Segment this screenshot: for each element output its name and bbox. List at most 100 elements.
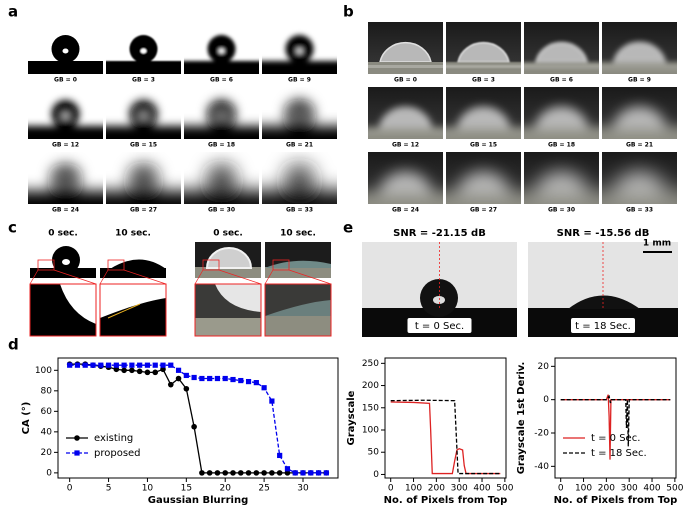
- droplet-image: [446, 87, 521, 139]
- zoom-droplet: [265, 300, 331, 316]
- droplet-highlight: [140, 178, 147, 184]
- blurred-content: [28, 35, 103, 74]
- x-tick-label: 500: [496, 484, 513, 494]
- point: [323, 470, 329, 476]
- image-caption: GB = 12: [392, 142, 419, 149]
- point: [82, 362, 88, 368]
- y-tick-label: 250: [362, 359, 379, 369]
- image-caption: GB = 21: [286, 142, 313, 149]
- droplet-highlight: [140, 113, 147, 119]
- plot-frame: [554, 357, 677, 479]
- time-label: t = 18 Sec.: [575, 321, 631, 332]
- zoom-frame: [195, 284, 261, 336]
- plot-area: [66, 361, 330, 476]
- point: [199, 375, 205, 382]
- y-tick-label: 200: [362, 381, 379, 391]
- point: [129, 367, 135, 374]
- y-tick-label: 20: [41, 448, 53, 458]
- point: [121, 362, 127, 368]
- point: [144, 362, 151, 368]
- droplet-highlight: [218, 48, 225, 54]
- x-tick-label: 300: [451, 484, 468, 494]
- point: [137, 362, 143, 368]
- substrate: [28, 191, 103, 204]
- zoom-border: [29, 283, 97, 337]
- zoom-box: [107, 259, 125, 271]
- point: [222, 375, 228, 382]
- zoom-droplet: [100, 298, 166, 336]
- droplet: [379, 42, 432, 63]
- substrate-texture: [446, 130, 521, 133]
- frame: [528, 242, 678, 337]
- x-tick-label: 400: [643, 484, 660, 494]
- plot-area: [390, 399, 501, 475]
- blurred-content: [524, 42, 599, 74]
- y-tick-label: 150: [362, 403, 379, 413]
- droplet-image: [446, 152, 521, 204]
- angle-mark: [107, 303, 141, 319]
- y-tick-label: 80: [41, 386, 53, 396]
- zoom-box: [202, 259, 220, 271]
- frame: [265, 242, 331, 278]
- point: [152, 362, 158, 368]
- droplet-image: [28, 22, 103, 74]
- image-caption: GB = 0: [54, 77, 77, 84]
- point: [284, 470, 291, 476]
- droplet-image: [28, 87, 103, 139]
- image-caption: GB = 21: [626, 142, 653, 149]
- point: [277, 452, 283, 459]
- droplet: [205, 247, 253, 269]
- plot-frame: [384, 357, 507, 479]
- droplet: [379, 107, 432, 128]
- point: [183, 385, 190, 392]
- droplet-highlight: [296, 113, 303, 119]
- plot-frame: [57, 357, 339, 479]
- zoom-border: [264, 283, 332, 337]
- series-line: [560, 394, 671, 447]
- image-caption: GB = 6: [550, 77, 573, 84]
- droplet-image: [184, 152, 259, 204]
- y-tick-label: 0: [543, 395, 549, 405]
- x-tick-label: 100: [575, 484, 592, 494]
- point: [183, 372, 189, 379]
- droplet-image: [106, 152, 181, 204]
- point: [214, 375, 221, 382]
- droplet: [535, 172, 588, 193]
- legend-label: t = 18 Sec.: [591, 448, 647, 459]
- x-tick-label: 100: [405, 484, 422, 494]
- blurred-content: [446, 42, 521, 74]
- droplet-highlight: [296, 48, 303, 54]
- blurred-content: [184, 100, 259, 139]
- point: [245, 378, 252, 385]
- y-tick-label: 100: [35, 366, 52, 376]
- substrate-texture: [368, 195, 443, 198]
- point: [300, 470, 306, 476]
- point: [98, 362, 104, 368]
- substrate-texture: [368, 130, 443, 133]
- point: [113, 366, 120, 373]
- point: [113, 362, 119, 368]
- droplet: [613, 172, 666, 193]
- blurred-content: [446, 172, 521, 204]
- point: [175, 375, 182, 382]
- y-tick-label: -20: [534, 429, 549, 439]
- substrate: [262, 191, 337, 204]
- blurred-content: [262, 100, 337, 139]
- image-caption: GB = 3: [472, 77, 495, 84]
- droplet-image: [184, 22, 259, 74]
- x-tick-label: 20: [219, 484, 231, 494]
- substrate: [262, 126, 337, 139]
- droplet-image: [524, 87, 599, 139]
- point: [261, 385, 267, 391]
- point: [276, 470, 283, 476]
- substrate-texture: [524, 65, 599, 68]
- zoom-box: [37, 259, 55, 271]
- droplet: [457, 42, 510, 63]
- panel-label: d: [8, 336, 19, 354]
- y-axis-label: CA (°): [21, 402, 32, 435]
- point: [308, 470, 314, 476]
- image-caption: GB = 9: [288, 77, 311, 84]
- point: [284, 466, 291, 472]
- droplet-image: [106, 22, 181, 74]
